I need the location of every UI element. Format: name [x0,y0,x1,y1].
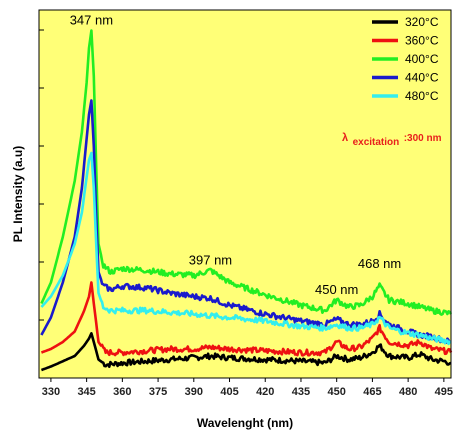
x-tick-label: 495 [435,386,453,398]
y-axis-ticks [39,29,44,321]
legend-label: 400°C [405,52,439,66]
x-axis-title: Wavelenght (nm) [197,416,293,430]
peak-annotation: 468 nm [358,256,401,271]
x-tick-label: 450 [328,386,346,398]
series-line-4 [40,151,452,346]
x-tick-label: 345 [77,386,95,398]
peak-annotation: 450 nm [315,282,358,297]
x-tick-label: 390 [185,386,203,398]
peak-annotation: 397 nm [189,252,232,267]
x-axis-ticks: 330 345 360 375 390 405 420 435 450 465 480 495 [42,378,453,398]
excitation-label: λ excitation :300 nm [342,128,442,149]
excitation-value: :300 nm [404,133,442,144]
series-line-2 [40,29,453,316]
excitation-subscript: excitation [353,137,400,148]
x-tick-label: 420 [256,386,274,398]
series-lines [40,29,453,372]
x-tick-label: 360 [113,386,131,398]
x-tick-label: 465 [363,386,381,398]
series-line-1 [40,281,453,357]
x-tick-label: 480 [399,386,417,398]
y-axis-title: PL Intensity (a.u) [11,146,25,242]
x-tick-label: 405 [220,386,238,398]
plot-area-border [38,9,452,379]
x-tick-label: 330 [42,386,60,398]
peak-annotation: 347 nm [70,13,113,28]
legend-label: 320°C [405,15,439,29]
legend-label: 440°C [405,71,439,85]
legend-label: 360°C [405,34,439,48]
series-line-0 [40,332,452,372]
legend-label: 480°C [405,89,439,103]
excitation-lambda: λ [342,132,348,144]
legend: 320°C 360°C 400°C 440°C 480°C [372,15,439,103]
x-tick-label: 375 [149,386,167,398]
x-tick-label: 435 [292,386,310,398]
